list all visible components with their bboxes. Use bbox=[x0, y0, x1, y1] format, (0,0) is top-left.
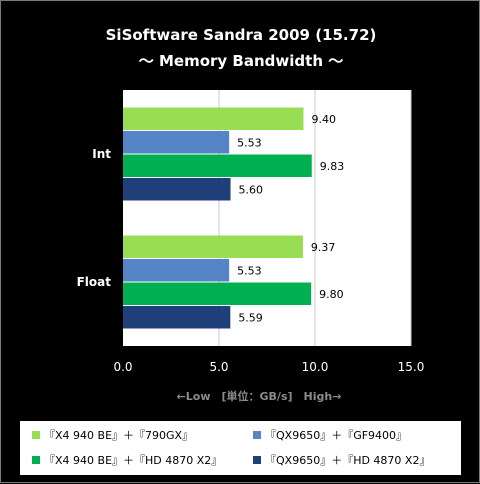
data-label: 9.83 bbox=[320, 160, 345, 173]
legend-label: 『X4 940 BE』＋『HD 4870 X2』 bbox=[44, 454, 223, 467]
bar bbox=[123, 178, 231, 201]
bar bbox=[123, 282, 312, 305]
chart-title: SiSoftware Sandra 2009 (15.72) bbox=[106, 26, 377, 44]
x-axis-label: ←Low [単位：GB/s] High→ bbox=[177, 389, 342, 403]
legend-swatch bbox=[32, 431, 40, 439]
legend-label: 『QX9650』＋『HD 4870 X2』 bbox=[265, 454, 431, 467]
bar bbox=[123, 131, 230, 154]
data-label: 5.53 bbox=[237, 136, 262, 149]
data-label: 9.80 bbox=[319, 288, 344, 301]
category-label: Float bbox=[77, 275, 112, 289]
legend-label: 『X4 940 BE』＋『790GX』 bbox=[44, 429, 194, 442]
data-label: 5.60 bbox=[239, 183, 264, 196]
bar bbox=[123, 107, 304, 130]
bar bbox=[123, 259, 230, 282]
bar bbox=[123, 235, 303, 258]
data-label: 5.59 bbox=[238, 311, 263, 324]
x-tick-label: 0.0 bbox=[113, 360, 132, 374]
legend-swatch bbox=[253, 456, 261, 464]
legend: 『X4 940 BE』＋『790GX』 『QX9650』＋『GF9400』『X4 … bbox=[20, 421, 461, 475]
legend-item: 『X4 940 BE』＋『790GX』 bbox=[32, 427, 193, 443]
data-label: 9.40 bbox=[311, 113, 336, 126]
bar bbox=[123, 154, 312, 177]
x-tick-label: 10.0 bbox=[302, 360, 329, 374]
legend-label: 『QX9650』＋『GF9400』 bbox=[265, 429, 408, 442]
x-tick-label: 15.0 bbox=[398, 360, 425, 374]
data-label: 5.53 bbox=[237, 264, 262, 277]
category-label: Int bbox=[92, 147, 111, 161]
chart-subtitle: ～ Memory Bandwidth ～ bbox=[139, 52, 343, 70]
x-tick-labels: 0.0 5.0 10.0 15.0 bbox=[113, 360, 424, 374]
data-label: 9.37 bbox=[311, 241, 336, 254]
legend-item: 『X4 940 BE』＋『HD 4870 X2』 bbox=[32, 452, 222, 468]
legend-swatch bbox=[32, 456, 40, 464]
legend-item: 『QX9650』＋『HD 4870 X2』 bbox=[253, 452, 430, 468]
x-tick-label: 5.0 bbox=[209, 360, 228, 374]
category-labels: Int Float bbox=[77, 147, 112, 289]
legend-item: 『QX9650』＋『GF9400』 bbox=[253, 427, 407, 443]
bar bbox=[123, 306, 231, 329]
legend-swatch bbox=[253, 431, 261, 439]
bars-group: 9.40 5.53 9.83 5.60 9.37 5.53 9.80 5.59 bbox=[123, 107, 345, 329]
